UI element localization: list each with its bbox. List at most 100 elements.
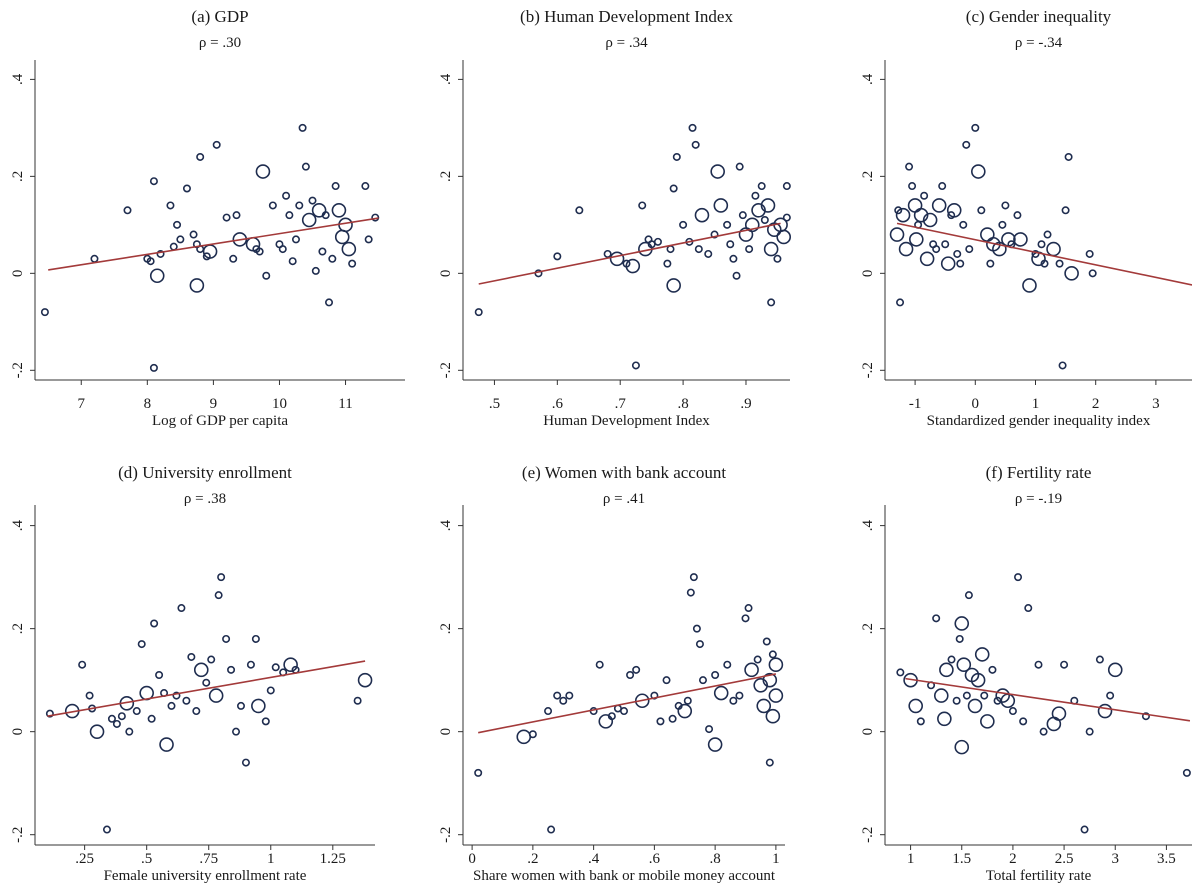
data-point bbox=[1064, 266, 1079, 281]
data-point bbox=[940, 256, 956, 271]
y-tick-label: 0 bbox=[438, 270, 454, 278]
data-point bbox=[357, 672, 373, 688]
data-point bbox=[977, 206, 986, 215]
data-point bbox=[634, 693, 650, 709]
data-point bbox=[598, 714, 614, 729]
data-point bbox=[334, 229, 350, 245]
data-point bbox=[553, 691, 562, 700]
data-point bbox=[632, 665, 641, 674]
data-point bbox=[768, 688, 784, 703]
data-point bbox=[933, 688, 949, 703]
x-tick-label: 3 bbox=[1152, 396, 1160, 412]
data-point bbox=[668, 714, 677, 723]
y-tick-label: -.2 bbox=[438, 362, 454, 378]
data-point bbox=[308, 196, 317, 205]
x-tick-label: 1.25 bbox=[320, 851, 346, 867]
data-point bbox=[528, 730, 537, 739]
data-point bbox=[182, 696, 191, 705]
correlation-label: ρ = .38 bbox=[184, 491, 226, 507]
data-point bbox=[1013, 232, 1028, 247]
y-tick-label: 0 bbox=[860, 270, 876, 278]
data-point bbox=[1031, 249, 1040, 258]
data-point bbox=[689, 573, 698, 582]
data-point bbox=[125, 727, 134, 736]
data-point bbox=[283, 657, 298, 672]
data-point bbox=[268, 201, 277, 210]
data-point bbox=[311, 203, 327, 218]
data-point bbox=[962, 691, 971, 700]
fit-line bbox=[896, 222, 1192, 286]
data-point bbox=[631, 361, 640, 370]
chart-title: (b) Human Development Index bbox=[520, 7, 733, 26]
data-point bbox=[713, 198, 729, 213]
data-point bbox=[745, 245, 754, 254]
data-point bbox=[729, 696, 738, 705]
chart-panel-2: (b) Human Development Index ρ = .34 -.2 0 .2… bbox=[438, 7, 792, 429]
y-tick-label: .4 bbox=[860, 519, 876, 531]
data-point bbox=[1085, 249, 1094, 258]
data-point bbox=[980, 714, 995, 729]
data-point bbox=[907, 198, 923, 213]
data-point bbox=[1097, 703, 1113, 719]
y-tick-label: .2 bbox=[860, 623, 876, 634]
data-point bbox=[182, 184, 191, 193]
data-point bbox=[301, 212, 317, 228]
data-point bbox=[1095, 655, 1104, 664]
data-point bbox=[782, 213, 791, 222]
data-point bbox=[691, 140, 700, 149]
data-point bbox=[222, 213, 231, 222]
data-point bbox=[677, 703, 693, 719]
data-point bbox=[920, 191, 929, 200]
x-tick-label: 1.5 bbox=[952, 851, 971, 867]
data-point bbox=[1040, 259, 1049, 268]
data-point bbox=[692, 624, 701, 633]
data-point bbox=[187, 652, 196, 661]
data-point bbox=[688, 123, 697, 132]
data-point bbox=[173, 220, 182, 229]
y-tick-label: .2 bbox=[10, 171, 26, 182]
data-point bbox=[909, 232, 924, 247]
fit-line bbox=[478, 673, 777, 734]
data-point bbox=[773, 254, 782, 263]
data-point bbox=[559, 696, 568, 705]
data-point bbox=[236, 701, 245, 710]
data-point bbox=[146, 257, 155, 266]
data-point bbox=[241, 758, 250, 767]
data-point bbox=[149, 363, 158, 372]
x-tick-label: .5 bbox=[141, 851, 152, 867]
x-tick-label: .5 bbox=[489, 396, 500, 412]
data-point bbox=[132, 707, 141, 716]
data-point bbox=[255, 247, 264, 256]
data-point bbox=[619, 707, 628, 716]
data-point bbox=[956, 657, 972, 672]
x-axis-label: Share women with bank or mobile money ac… bbox=[473, 868, 776, 884]
data-point bbox=[919, 251, 935, 267]
data-point bbox=[107, 714, 116, 723]
data-point bbox=[1043, 230, 1052, 239]
x-tick-label: 2 bbox=[1009, 851, 1017, 867]
chart-title: (c) Gender inequality bbox=[966, 7, 1112, 26]
data-point bbox=[894, 206, 903, 215]
data-point bbox=[251, 634, 260, 643]
data-point bbox=[222, 634, 231, 643]
data-point bbox=[255, 164, 271, 179]
y-tick-label: -.2 bbox=[10, 827, 26, 843]
data-point bbox=[954, 616, 970, 631]
data-point bbox=[288, 257, 297, 266]
data-point bbox=[1064, 152, 1073, 161]
data-point bbox=[683, 696, 692, 705]
data-point bbox=[704, 249, 713, 258]
x-tick-label: 1 bbox=[907, 851, 915, 867]
chart-panel-1: (a) GDP ρ = .30 -.2 0 .2 .4 7 8 9 10 11 Log of GDP … bbox=[10, 7, 405, 429]
data-point bbox=[207, 655, 216, 664]
x-tick-label: 3.5 bbox=[1157, 851, 1176, 867]
data-point bbox=[1060, 660, 1069, 669]
data-point bbox=[967, 698, 983, 714]
data-point bbox=[348, 259, 357, 268]
data-point bbox=[167, 701, 176, 710]
chart-panel-4: (d) University enrollment ρ = .38 -.2 0 .2 .4… bbox=[10, 463, 375, 884]
data-point bbox=[1039, 727, 1048, 736]
data-point bbox=[325, 298, 334, 307]
x-tick-label: 1 bbox=[267, 851, 275, 867]
